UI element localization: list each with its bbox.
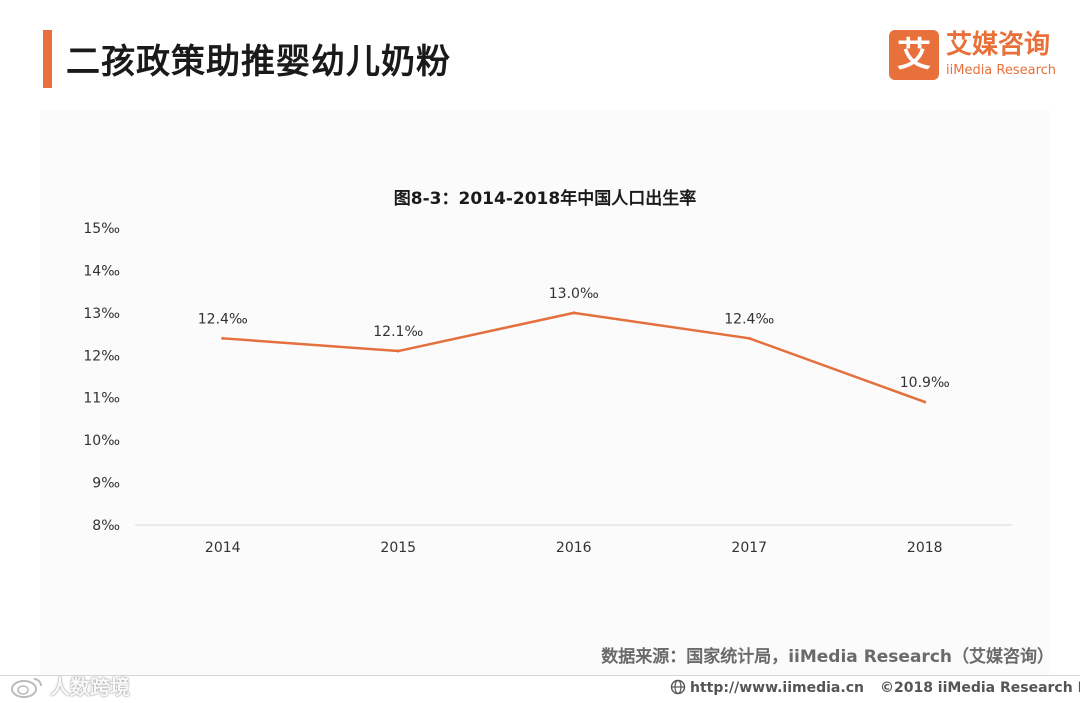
x-tick-label: 2016 — [556, 540, 592, 556]
footer-copyright: ©2018 iiMedia Research Inc — [879, 680, 1080, 696]
x-tick-label: 2018 — [907, 540, 943, 556]
y-tick-label: 11‰ — [83, 391, 120, 407]
data-label: 12.4‰ — [724, 311, 774, 327]
data-label: 12.4‰ — [198, 311, 248, 327]
data-label: 10.9‰ — [900, 375, 950, 391]
footer-divider — [0, 675, 1080, 676]
data-label: 13.0‰ — [549, 286, 599, 302]
globe-icon — [670, 679, 686, 699]
data-source-note: 数据来源：国家统计局，iiMedia Research（艾媒咨询） — [601, 647, 1054, 667]
footer-url[interactable]: http://www.iimedia.cn — [690, 680, 864, 696]
series-line — [222, 311, 926, 404]
footer: http://www.iimedia.cn ©2018 iiMedia Resea… — [670, 679, 1080, 699]
watermark: 人数跨境 — [10, 671, 130, 703]
y-tick-label: 12‰ — [83, 348, 120, 364]
data-point — [221, 336, 225, 340]
x-tick-label: 2017 — [731, 540, 767, 556]
logo-chinese-name: 艾媒咨询 — [946, 30, 1051, 60]
y-tick-label: 8‰ — [92, 518, 120, 534]
y-tick-label: 13‰ — [83, 306, 120, 322]
y-tick-label: 10‰ — [83, 433, 120, 449]
page-title: 二孩政策助推婴幼儿奶粉 — [66, 42, 451, 82]
logo-mark: 艾 — [889, 30, 939, 80]
weibo-icon — [10, 676, 44, 703]
y-tick-label: 9‰ — [92, 476, 120, 492]
title-accent-bar — [43, 30, 52, 88]
iimedia-logo: 艾 艾媒咨询 iiMedia Research — [889, 30, 1064, 82]
watermark-text: 人数跨境 — [50, 675, 130, 699]
chart-panel: 图8-3：2014-2018年中国人口出生率 8‰ 9‰ 10‰ 11‰ 12‰ 13‰ 14… — [40, 110, 1050, 675]
y-tick-label: 14‰ — [83, 263, 120, 279]
data-point — [747, 336, 751, 340]
data-point — [572, 311, 576, 315]
data-label: 12.1‰ — [373, 324, 423, 340]
logo-english-name: iiMedia Research — [946, 63, 1057, 78]
x-tick-label: 2015 — [380, 540, 416, 556]
x-tick-label: 2014 — [205, 540, 241, 556]
chart-title: 图8-3：2014-2018年中国人口出生率 — [394, 188, 696, 209]
line-chart: 图8-3：2014-2018年中国人口出生率 8‰ 9‰ 10‰ 11‰ 12‰ 13‰ 14… — [83, 188, 1012, 556]
y-tick-label: 15‰ — [83, 221, 120, 237]
data-point — [923, 400, 927, 404]
data-point — [396, 349, 400, 353]
